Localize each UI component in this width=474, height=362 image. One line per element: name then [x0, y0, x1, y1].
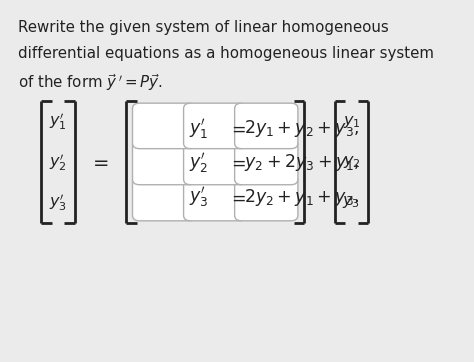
Text: $y_2$: $y_2$ [343, 154, 360, 170]
FancyBboxPatch shape [235, 139, 298, 185]
Text: $=$: $=$ [228, 119, 246, 138]
Text: $y_3$: $y_3$ [343, 194, 360, 210]
Text: $y_2 + 2y_3 + y_1,$: $y_2 + 2y_3 + y_1,$ [244, 152, 360, 173]
FancyBboxPatch shape [133, 103, 196, 149]
Text: $y_3'$: $y_3'$ [189, 185, 209, 209]
Text: $=$: $=$ [228, 154, 246, 172]
Text: of the form $\vec{y}\,' = P\vec{y}$.: of the form $\vec{y}\,' = P\vec{y}$. [18, 72, 163, 93]
Text: $=$: $=$ [228, 188, 246, 206]
Text: $y_1$: $y_1$ [343, 114, 360, 130]
FancyBboxPatch shape [235, 103, 298, 149]
Text: differential equations as a homogeneous linear system: differential equations as a homogeneous … [18, 46, 434, 61]
Text: $y_2'$: $y_2'$ [189, 151, 209, 175]
FancyBboxPatch shape [183, 103, 247, 149]
FancyBboxPatch shape [133, 139, 196, 185]
FancyBboxPatch shape [235, 175, 298, 221]
Text: $2y_1 + y_2 + y_3,$: $2y_1 + y_2 + y_3,$ [244, 118, 359, 139]
Text: $2y_2 + y_1 + y_3.$: $2y_2 + y_1 + y_3.$ [244, 187, 359, 208]
Text: $=$: $=$ [89, 152, 109, 172]
FancyBboxPatch shape [183, 175, 247, 221]
FancyBboxPatch shape [183, 139, 247, 185]
Text: $y_1'$: $y_1'$ [49, 111, 67, 132]
Text: $y_2'$: $y_2'$ [49, 151, 67, 173]
Text: $y_1'$: $y_1'$ [189, 117, 209, 140]
Text: $y_3'$: $y_3'$ [49, 191, 67, 213]
Text: Rewrite the given system of linear homogeneous: Rewrite the given system of linear homog… [18, 20, 389, 35]
FancyBboxPatch shape [133, 175, 196, 221]
